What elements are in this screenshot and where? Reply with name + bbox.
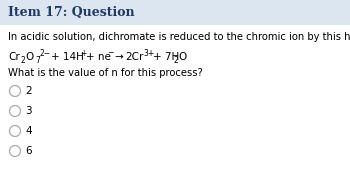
- Text: +: +: [80, 48, 86, 58]
- Text: −: −: [107, 48, 113, 58]
- Text: 2: 2: [21, 56, 25, 65]
- Text: Cr: Cr: [8, 52, 20, 62]
- Text: 3+: 3+: [143, 48, 154, 58]
- Text: O: O: [178, 52, 186, 62]
- Text: + 14H: + 14H: [51, 52, 84, 62]
- Text: 2−: 2−: [40, 48, 51, 58]
- Text: Item 17: Question: Item 17: Question: [8, 6, 135, 20]
- Text: 3: 3: [25, 106, 32, 116]
- Text: 2Cr: 2Cr: [125, 52, 144, 62]
- Circle shape: [9, 105, 21, 116]
- Text: →: →: [114, 52, 123, 62]
- Circle shape: [9, 146, 21, 157]
- Text: + 7H: + 7H: [153, 52, 179, 62]
- Text: 7: 7: [35, 56, 40, 65]
- Text: O: O: [26, 52, 34, 62]
- Text: 4: 4: [25, 126, 32, 136]
- Circle shape: [9, 126, 21, 136]
- FancyBboxPatch shape: [0, 0, 350, 25]
- Text: + ne: + ne: [86, 52, 111, 62]
- Text: What is the value of n for this process?: What is the value of n for this process?: [8, 68, 203, 78]
- Text: 6: 6: [25, 146, 32, 156]
- Text: 2: 2: [173, 56, 178, 65]
- Text: In acidic solution, dichromate is reduced to the chromic ion by this half-reacti: In acidic solution, dichromate is reduce…: [8, 32, 350, 42]
- Text: 2: 2: [25, 86, 32, 96]
- Circle shape: [9, 86, 21, 97]
